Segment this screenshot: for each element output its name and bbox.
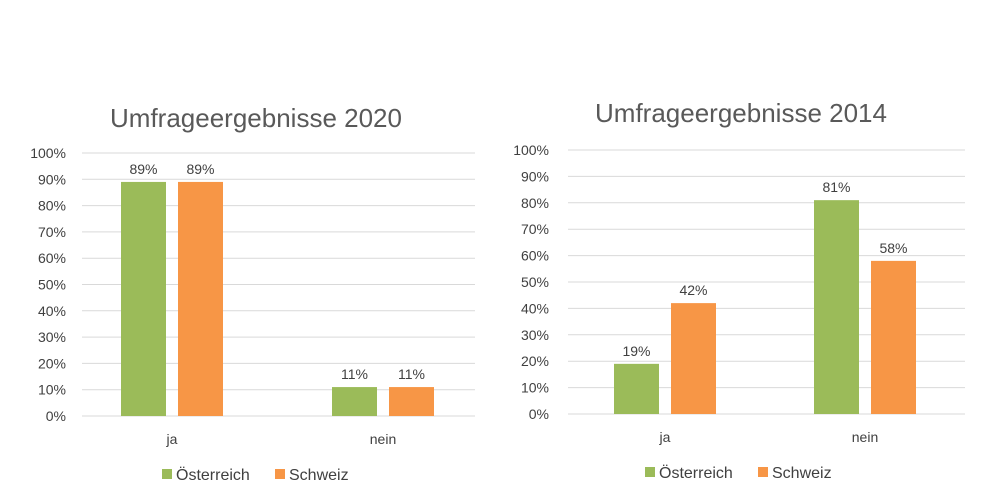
legend-label-schweiz: Schweiz	[289, 467, 349, 484]
chart-2020-title: Umfrageergebnisse 2020	[110, 103, 402, 133]
chart-2014-y-tick-label: 60%	[521, 248, 549, 264]
legend-swatch-oesterreich	[645, 467, 655, 477]
chart-2020-y-axis: 0% 10% 20% 30% 40% 50% 60% 70% 80% 90% 100%	[30, 145, 66, 424]
chart-2014-y-tick-label: 80%	[521, 195, 549, 211]
chart-2014-title: Umfrageergebnisse 2014	[595, 98, 887, 128]
chart-2014-y-tick-label: 100%	[513, 142, 549, 158]
chart-2014-bar-oesterreich-nein	[814, 200, 859, 414]
chart-2020-y-tick-label: 20%	[38, 355, 66, 371]
chart-2014-y-tick-label: 10%	[521, 380, 549, 396]
chart-2014-data-label-oesterreich-nein: 81%	[822, 179, 850, 195]
chart-2020-y-tick-label: 80%	[38, 198, 66, 214]
legend-label-oesterreich: Österreich	[176, 466, 250, 484]
chart-2020-y-tick-label: 0%	[46, 408, 66, 424]
chart-2020-y-tick-label: 90%	[38, 171, 66, 187]
legend-swatch-oesterreich	[162, 469, 172, 479]
chart-2020-bar-schweiz-nein	[389, 387, 434, 416]
chart-2014-data-label-oesterreich-ja: 19%	[622, 343, 650, 359]
chart-2014-legend: Österreich Schweiz	[645, 464, 832, 482]
chart-2014-y-tick-label: 50%	[521, 274, 549, 290]
chart-2020-bar-schweiz-ja	[178, 181, 223, 416]
legend-swatch-schweiz	[275, 469, 285, 479]
chart-2014-y-tick-label: 0%	[529, 406, 549, 422]
chart-2020-y-tick-label: 50%	[38, 277, 66, 293]
chart-2020-data-label-schweiz-ja: 89%	[186, 161, 214, 177]
chart-2020-data-label-schweiz-nein: 11%	[398, 366, 425, 382]
legend-label-oesterreich: Österreich	[659, 464, 733, 482]
chart-2014-category-nein: nein	[852, 429, 878, 445]
chart-2020-data-label-oesterreich-ja: 89%	[129, 161, 157, 177]
chart-2020-legend: Österreich Schweiz	[162, 466, 349, 484]
chart-2020-y-tick-label: 70%	[38, 224, 66, 240]
chart-2020-y-tick-label: 40%	[38, 303, 66, 319]
chart-2020-bar-oesterreich-nein	[332, 387, 377, 416]
chart-2020-category-nein: nein	[370, 431, 396, 447]
chart-2014-bar-oesterreich-ja	[614, 363, 659, 414]
chart-2014-y-axis: 0% 10% 20% 30% 40% 50% 60% 70% 80% 90% 100%	[513, 142, 549, 422]
chart-2014-y-tick-label: 30%	[521, 327, 549, 343]
chart-2014-y-tick-label: 90%	[521, 168, 549, 184]
chart-2020-data-labels: 89% 89% 11% 11%	[129, 161, 425, 382]
chart-2014-bar-schweiz-ja	[671, 303, 716, 414]
chart-2014-bar-schweiz-nein	[871, 260, 916, 414]
chart-2014-y-tick-label: 40%	[521, 300, 549, 316]
chart-2014-data-label-schweiz-nein: 58%	[879, 240, 907, 256]
chart-2020-bars	[121, 181, 434, 416]
chart-2020: Umfrageergebnisse 2020 0% 10% 20% 30% 40% 50%…	[30, 103, 475, 484]
chart-2020-data-label-oesterreich-nein: 11%	[341, 366, 368, 382]
legend-swatch-schweiz	[758, 467, 768, 477]
legend-label-schweiz: Schweiz	[772, 465, 832, 482]
chart-2014-bars	[614, 200, 916, 414]
chart-2020-bar-oesterreich-ja	[121, 181, 166, 416]
chart-2020-y-tick-label: 100%	[30, 145, 66, 161]
chart-2014-y-tick-label: 70%	[521, 221, 549, 237]
chart-2014-category-ja: ja	[659, 429, 671, 445]
chart-2020-y-tick-label: 60%	[38, 250, 66, 266]
chart-2020-y-tick-label: 30%	[38, 329, 66, 345]
chart-2020-category-ja: ja	[166, 431, 178, 447]
chart-2014-y-tick-label: 20%	[521, 353, 549, 369]
chart-2014-data-label-schweiz-ja: 42%	[679, 282, 707, 298]
chart-2020-y-tick-label: 10%	[38, 382, 66, 398]
chart-2014: Umfrageergebnisse 2014 0% 10% 20% 30% 40% 50%…	[513, 98, 965, 482]
chart-2014-data-labels: 19% 42% 81% 58%	[622, 179, 907, 359]
